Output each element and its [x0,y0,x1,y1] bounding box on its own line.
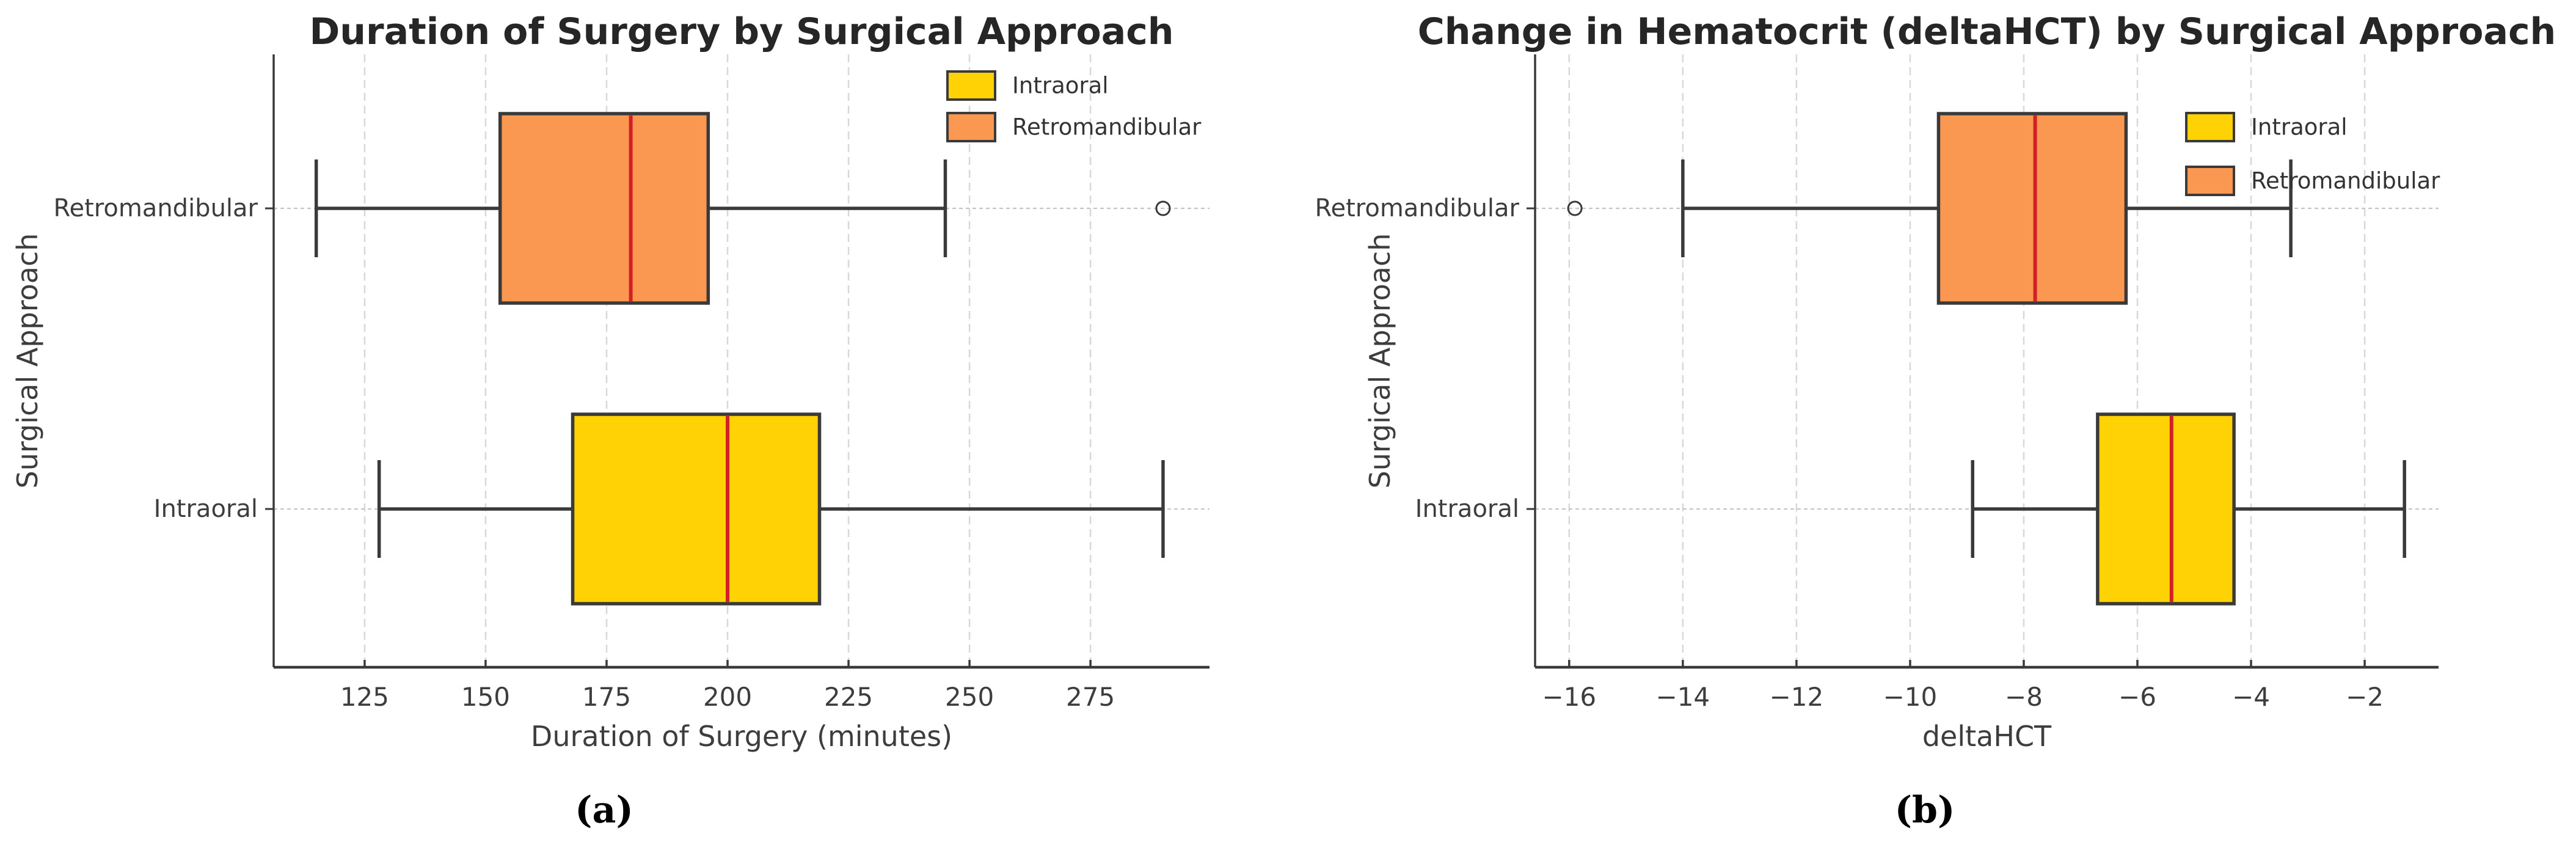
legend-swatch-intraoral [2185,112,2235,142]
deltahct-boxplot-chart: −16 −14 −12 −10 −8 −6 −4 −2 Retromandibular Intra… [1315,10,2556,753]
y-axis-label: Surgical Approach [1363,233,1396,489]
caption-b: (b) [1894,789,1955,832]
x-tick-label: −16 [1542,682,1596,712]
legend-swatch-retromandibular [946,112,996,142]
category-label-intraoral: Intraoral [154,495,258,523]
box-intraoral [2096,412,2236,606]
legend-label-retromandibular: Retromandibular [2251,168,2440,194]
panel-a: 125 150 175 200 225 250 275 Retromandibular Intr… [11,10,1210,832]
x-tick-label: −6 [2118,682,2156,712]
y-axis-label: Surgical Approach [11,233,44,489]
legend-swatch-retromandibular [2185,166,2235,196]
chart-title: Change in Hematocrit (deltaHCT) by Surgi… [1418,10,2556,53]
x-tick-label: 250 [945,682,994,712]
x-tick-label: −8 [2005,682,2043,712]
category-label-intraoral: Intraoral [1415,495,1519,523]
duration-boxplot-chart: 125 150 175 200 225 250 275 Retromandibular Intr… [11,10,1210,753]
box-intraoral [571,412,822,606]
x-tick-label: −10 [1883,682,1938,712]
category-label-retromandibular: Retromandibular [54,194,258,222]
legend-label-intraoral: Intraoral [1012,73,1109,99]
legend-swatch-intraoral [946,70,996,101]
legend-label-retromandibular: Retromandibular [1012,114,1202,141]
category-label-retromandibular: Retromandibular [1315,194,1520,222]
x-tick-label: 150 [461,682,510,712]
x-tick-label: 225 [824,682,873,712]
x-tick-label: 125 [340,682,389,712]
x-tick-label: −14 [1656,682,1710,712]
legend-label-intraoral: Intraoral [2251,114,2348,141]
outlier-point-retromandibular [1155,200,1171,216]
panel-b: −16 −14 −12 −10 −8 −6 −4 −2 Retromandibular Intra… [1288,0,2576,864]
box-retromandibular [498,112,710,305]
box-retromandibular [1936,112,2128,305]
x-axis-label: Duration of Surgery (minutes) [531,720,952,753]
chart-title: Duration of Surgery by Surgical Approach [309,10,1173,53]
caption-a: (a) [575,789,633,832]
x-tick-label: −12 [1770,682,1824,712]
x-tick-label: 175 [582,682,631,712]
x-tick-label: 275 [1066,682,1115,712]
outlier-point-retromandibular [1567,200,1583,216]
x-tick-label: −2 [2346,682,2384,712]
x-axis-label: deltaHCT [1922,720,2052,753]
x-tick-label: −4 [2232,682,2270,712]
x-tick-label: 200 [703,682,752,712]
